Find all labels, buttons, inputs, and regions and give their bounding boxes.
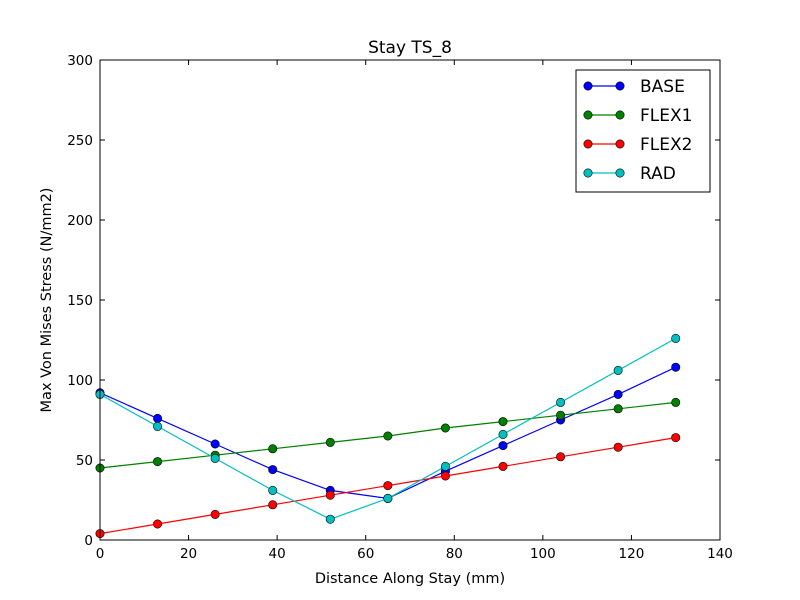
data-point-flex2	[498, 461, 508, 471]
axis-ticks: 0 20 40 60 80 100 120 140 0 50 100 150 200 250 300	[67, 53, 733, 562]
data-point-flex2	[613, 442, 623, 452]
data-point-rad	[383, 493, 393, 503]
legend-marker	[583, 81, 593, 91]
legend-marker	[615, 139, 625, 149]
data-point-rad	[556, 397, 566, 407]
plot-area	[95, 333, 681, 539]
data-point-base	[210, 439, 220, 449]
y-tick-label: 300	[67, 53, 93, 69]
legend-entry-rad: RAD	[583, 164, 676, 184]
data-point-rad	[498, 429, 508, 439]
legend-label: FLEX2	[640, 135, 692, 155]
x-tick-label: 60	[357, 546, 374, 562]
data-point-base	[153, 413, 163, 423]
y-tick-label: 0	[84, 533, 93, 549]
legend-box	[575, 69, 711, 193]
x-tick-label: 80	[446, 546, 463, 562]
data-point-flex1	[268, 444, 278, 454]
data-point-flex2	[210, 509, 220, 519]
x-tick-label: 20	[180, 546, 197, 562]
x-axis-label: Distance Along Stay (mm)	[315, 571, 505, 587]
data-point-flex2	[556, 452, 566, 462]
legend-label: FLEX1	[640, 106, 692, 126]
data-point-base	[498, 441, 508, 451]
data-point-flex2	[325, 490, 335, 500]
data-point-flex2	[383, 481, 393, 491]
x-tick-label: 0	[96, 546, 105, 562]
y-tick-label: 150	[67, 293, 93, 309]
legend-marker	[583, 110, 593, 120]
data-point-flex1	[613, 404, 623, 414]
legend-entry-flex1: FLEX1	[583, 106, 692, 126]
y-tick-label: 50	[76, 453, 93, 469]
data-point-rad	[671, 333, 681, 343]
data-point-base	[613, 389, 623, 399]
data-point-rad	[440, 461, 450, 471]
legend-marker	[615, 81, 625, 91]
y-tick-label: 200	[67, 213, 93, 229]
legend-marker	[583, 168, 593, 178]
data-point-rad	[268, 485, 278, 495]
data-point-flex2	[671, 433, 681, 443]
data-point-flex1	[325, 437, 335, 447]
legend: BASE FLEX1 FLEX2 RAD	[575, 69, 711, 193]
x-tick-label: 100	[530, 546, 556, 562]
y-tick-label: 100	[67, 373, 93, 389]
data-point-rad	[153, 421, 163, 431]
legend-label: BASE	[640, 77, 685, 97]
series-rad	[95, 333, 681, 524]
data-point-flex1	[383, 431, 393, 441]
x-tick-label: 40	[269, 546, 286, 562]
data-point-rad	[325, 514, 335, 524]
y-tick-label: 250	[67, 133, 93, 149]
legend-label: RAD	[640, 164, 676, 184]
data-point-flex1	[671, 397, 681, 407]
y-axis-label: Max Von Mises Stress (N/mm2)	[39, 188, 55, 413]
data-point-flex1	[153, 457, 163, 467]
data-point-base	[671, 362, 681, 372]
x-tick-label: 120	[619, 546, 645, 562]
data-point-flex2	[268, 500, 278, 510]
chart-title: Stay TS_8	[368, 38, 452, 58]
data-point-flex2	[153, 519, 163, 529]
data-point-rad	[613, 365, 623, 375]
legend-entry-base: BASE	[583, 77, 685, 97]
data-point-base	[268, 465, 278, 475]
legend-entry-flex2: FLEX2	[583, 135, 692, 155]
data-point-flex1	[498, 417, 508, 427]
legend-marker	[615, 168, 625, 178]
data-point-flex1	[556, 410, 566, 420]
data-point-rad	[210, 453, 220, 463]
data-point-flex1	[440, 423, 450, 433]
legend-marker	[583, 139, 593, 149]
series-flex1	[95, 397, 681, 473]
legend-marker	[615, 110, 625, 120]
x-tick-label: 140	[707, 546, 733, 562]
data-point-flex2	[440, 471, 450, 481]
